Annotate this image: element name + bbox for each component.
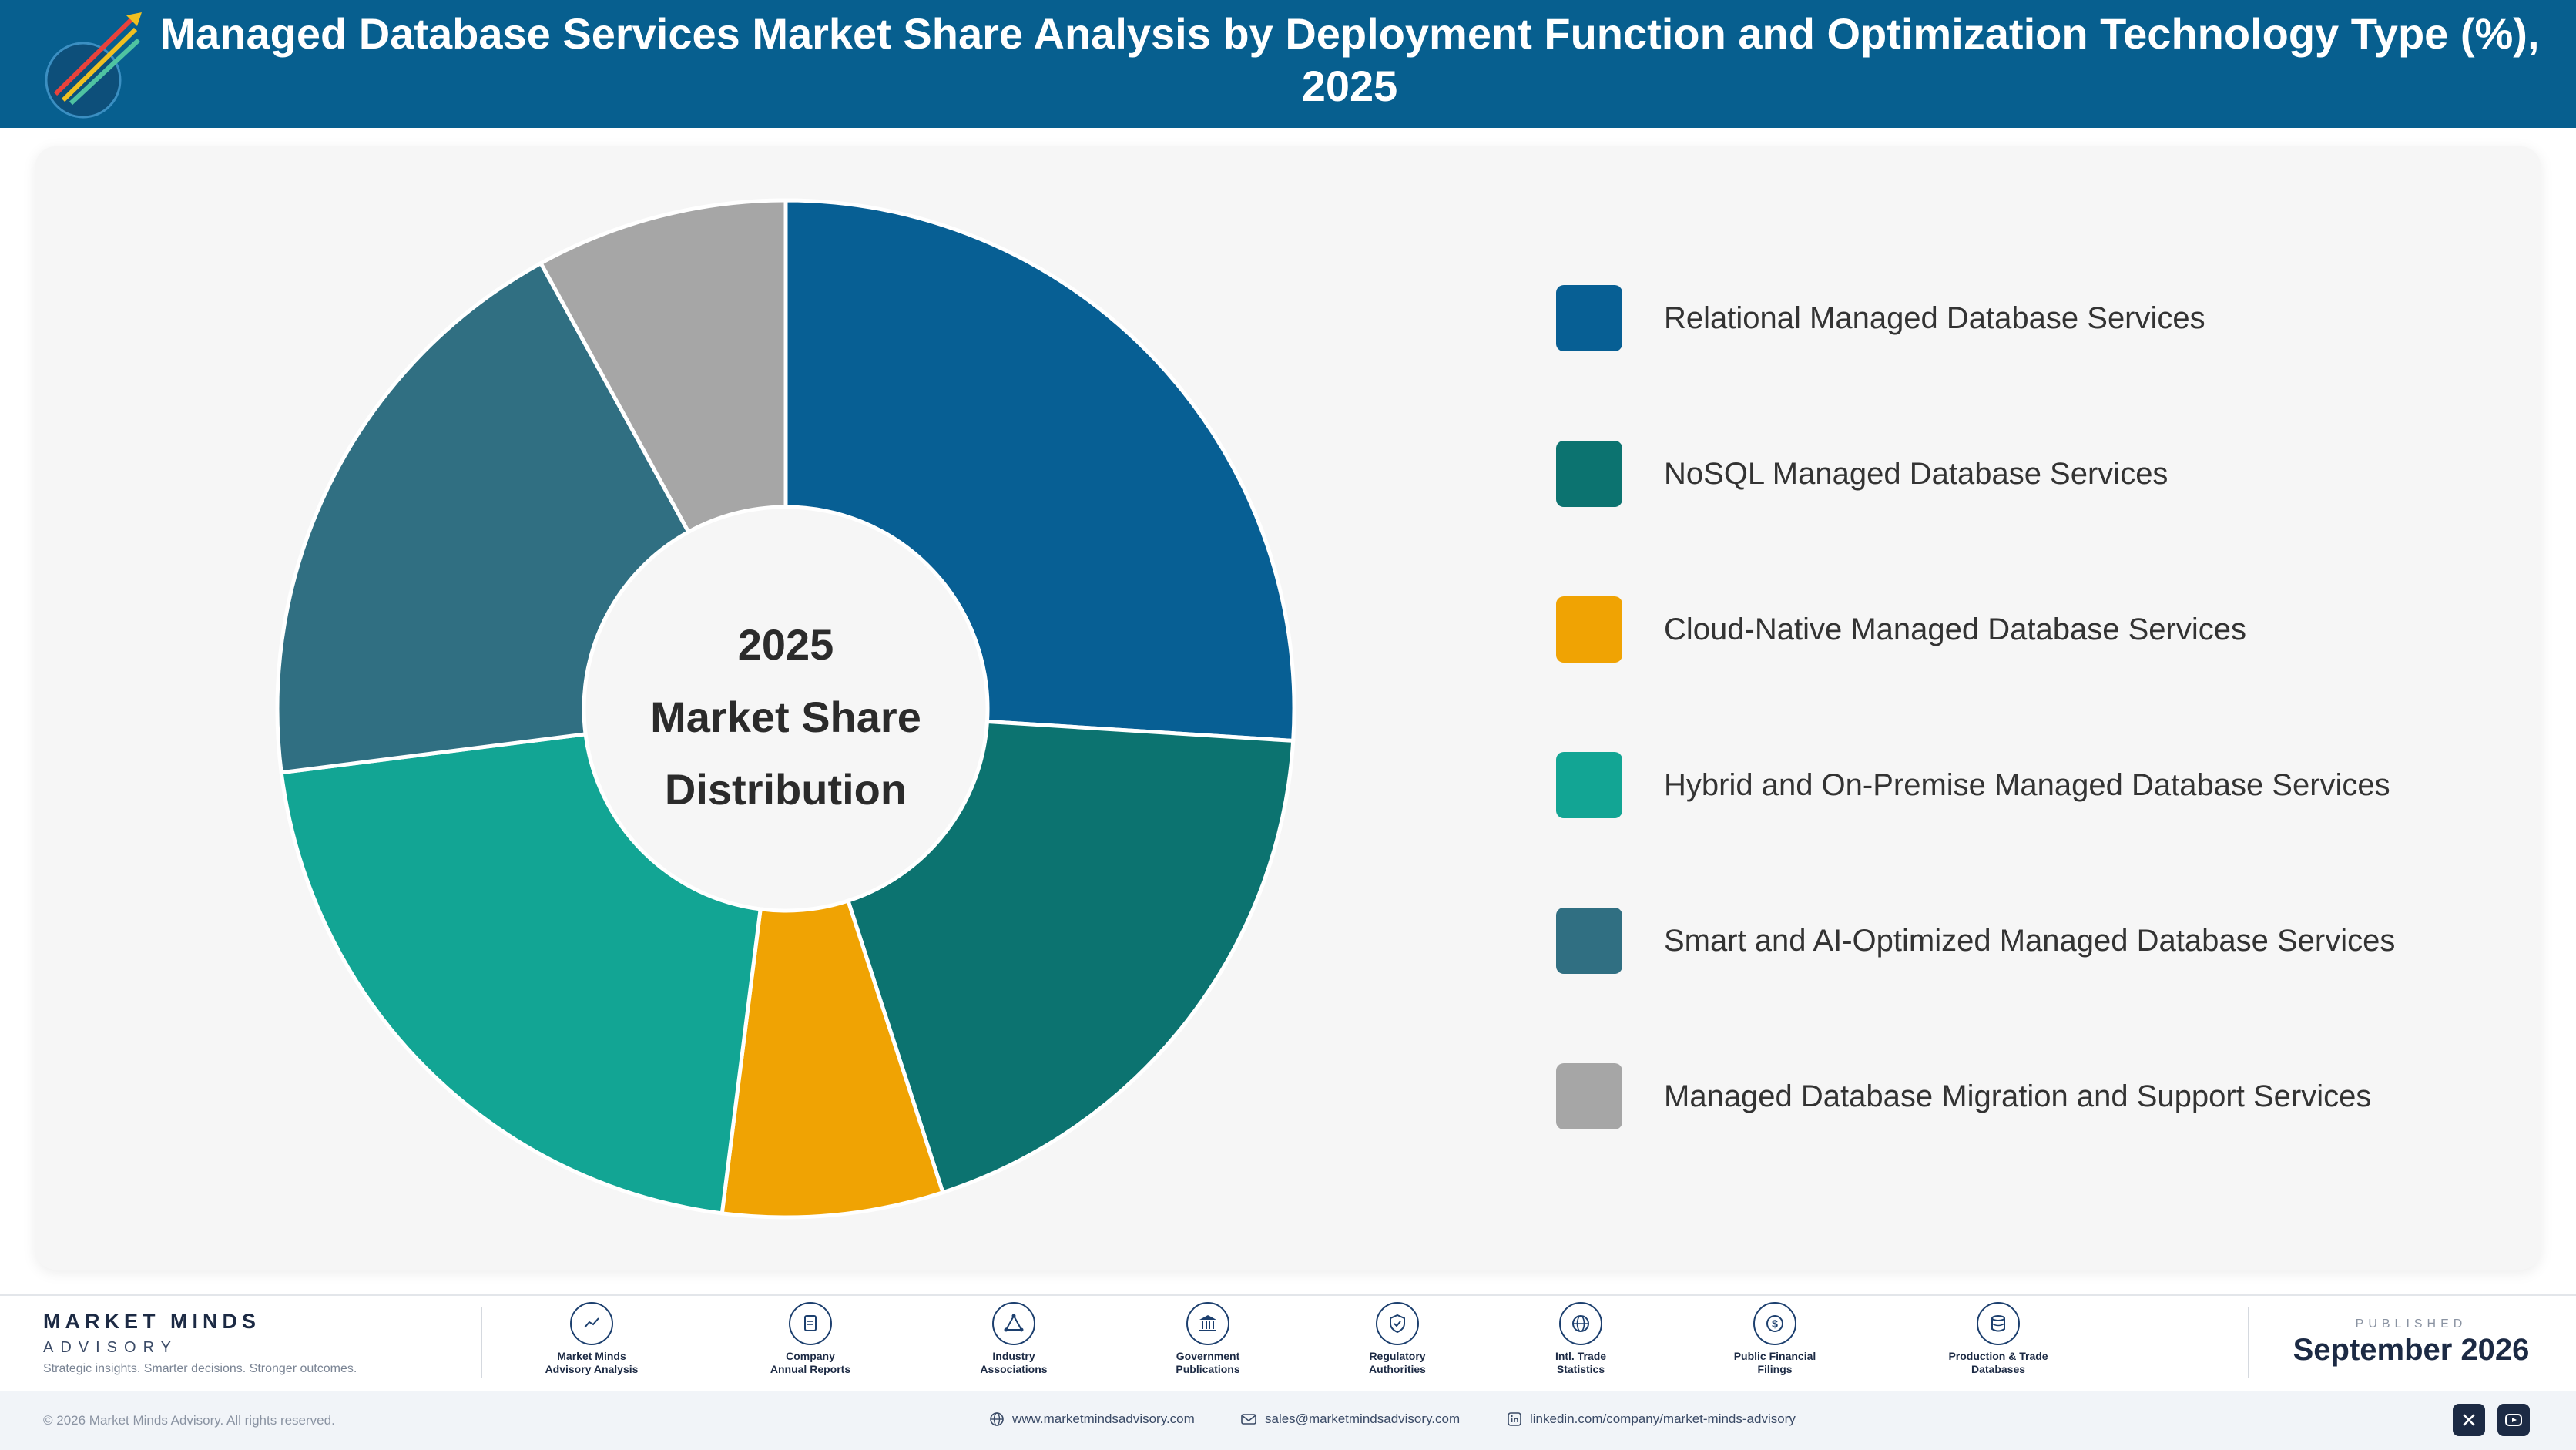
header-bar: Managed Database Services Market Share A… — [0, 0, 2576, 128]
brand-name: MARKET MINDS — [43, 1310, 260, 1333]
legend-label: Hybrid and On-Premise Managed Database S… — [1664, 767, 2390, 802]
source-item: Production & Trade Databases — [1921, 1302, 2075, 1376]
company-logo — [45, 12, 142, 119]
database-icon — [1977, 1302, 2020, 1345]
source-label: Public Financial Filings — [1733, 1350, 1816, 1375]
government-building-icon — [1186, 1302, 1229, 1345]
copyright-text: © 2026 Market Minds Advisory. All rights… — [43, 1413, 335, 1428]
website-text: www.marketmindsadvisory.com — [1012, 1411, 1195, 1426]
legend-label: Cloud-Native Managed Database Services — [1664, 612, 2246, 646]
legend-item: Hybrid and On-Premise Managed Database S… — [1556, 752, 2519, 818]
shield-check-icon — [1376, 1302, 1419, 1345]
linkedin-text: linkedin.com/company/market-minds-adviso… — [1530, 1411, 1796, 1426]
x-icon[interactable] — [2453, 1404, 2485, 1436]
linkedin-icon — [1508, 1412, 1521, 1426]
source-item: Industry Associations — [937, 1302, 1091, 1376]
legend-swatch — [1556, 752, 1622, 818]
footer-sources-bar — [0, 1294, 2576, 1390]
globe-icon — [1559, 1302, 1602, 1345]
network-icon — [992, 1302, 1035, 1345]
footer-contact-bar — [0, 1391, 2576, 1450]
legend-item: Smart and AI-Optimized Managed Database … — [1556, 908, 2519, 974]
legend-label: Relational Managed Database Services — [1664, 300, 2205, 335]
brand-subtitle: ADVISORY — [43, 1339, 178, 1356]
email-link[interactable]: sales@marketmindsadvisory.com — [1240, 1411, 1460, 1427]
published-label: PUBLISHED — [2355, 1317, 2467, 1331]
brand-tagline: Strategic insights. Smarter decisions. S… — [43, 1362, 357, 1375]
legend-item: Managed Database Migration and Support S… — [1556, 1063, 2519, 1129]
source-item: $ Public Financial Filings — [1698, 1302, 1852, 1376]
source-label: Intl. Trade Statistics — [1555, 1350, 1607, 1375]
globe-icon — [990, 1412, 1004, 1426]
legend-item: Cloud-Native Managed Database Services — [1556, 596, 2519, 663]
source-item: Regulatory Authorities — [1320, 1302, 1474, 1376]
mail-icon — [1241, 1414, 1256, 1425]
legend-swatch — [1556, 908, 1622, 974]
document-icon — [789, 1302, 832, 1345]
page-title: Managed Database Services Market Share A… — [159, 9, 2540, 110]
source-label: Regulatory Authorities — [1369, 1350, 1426, 1375]
legend-swatch — [1556, 441, 1622, 507]
legend-label: Managed Database Migration and Support S… — [1664, 1079, 2372, 1113]
linkedin-link[interactable]: linkedin.com/company/market-minds-adviso… — [1507, 1411, 1796, 1427]
center-label-line3: Distribution — [664, 765, 907, 814]
footer-divider — [2248, 1307, 2249, 1378]
source-label: Company Annual Reports — [770, 1350, 851, 1375]
center-label-year: 2025 — [737, 620, 834, 669]
legend-swatch — [1556, 285, 1622, 351]
svg-text:$: $ — [1772, 1317, 1778, 1330]
legend-swatch — [1556, 1063, 1622, 1129]
legend-swatch — [1556, 596, 1622, 663]
legend-label: Smart and AI-Optimized Managed Database … — [1664, 923, 2396, 958]
source-label: Government Publications — [1176, 1350, 1240, 1375]
source-item: Intl. Trade Statistics — [1504, 1302, 1658, 1376]
youtube-icon[interactable] — [2497, 1404, 2530, 1436]
source-label: Industry Associations — [980, 1350, 1048, 1375]
email-text: sales@marketmindsadvisory.com — [1265, 1411, 1461, 1426]
source-item: Company Annual Reports — [733, 1302, 887, 1376]
dollar-coin-icon: $ — [1753, 1302, 1796, 1345]
donut-center-label: 2025 Market Share Distribution — [632, 609, 940, 826]
center-label-line2: Market Share — [650, 693, 921, 741]
source-label: Market Minds Advisory Analysis — [545, 1350, 639, 1375]
footer-divider — [481, 1307, 482, 1378]
legend-item: NoSQL Managed Database Services — [1556, 441, 2519, 507]
legend-label: NoSQL Managed Database Services — [1664, 456, 2168, 491]
legend-item: Relational Managed Database Services — [1556, 285, 2519, 351]
source-item: Government Publications — [1131, 1302, 1285, 1376]
website-link[interactable]: www.marketmindsadvisory.com — [989, 1411, 1195, 1427]
chart-line-icon — [570, 1302, 613, 1345]
source-item: Market Minds Advisory Analysis — [515, 1302, 669, 1376]
source-label: Production & Trade Databases — [1948, 1350, 2048, 1375]
published-date: September 2026 — [2293, 1333, 2530, 1367]
